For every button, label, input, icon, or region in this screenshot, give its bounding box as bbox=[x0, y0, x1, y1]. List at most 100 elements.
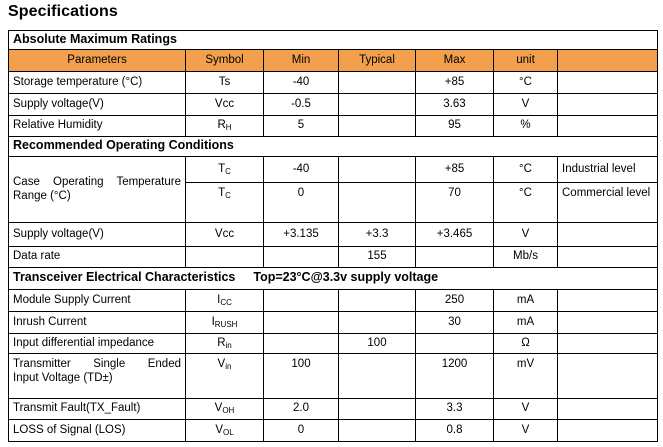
column-header-notes bbox=[557, 48, 658, 72]
typical-cell: 100 bbox=[338, 332, 416, 354]
param-cell: Transmitter Single Ended Input Voltage (… bbox=[8, 352, 186, 399]
unit-cell: Ω bbox=[493, 332, 558, 354]
symbol-subscript: in bbox=[225, 361, 232, 371]
symbol-base: V bbox=[217, 357, 226, 370]
column-header-parameters: Parameters bbox=[8, 48, 186, 72]
unit-cell: mV bbox=[493, 352, 558, 399]
symbol-subscript: OL bbox=[223, 427, 234, 437]
symbol-cell: Rin bbox=[185, 332, 264, 354]
param-cell: Module Supply Current bbox=[8, 288, 186, 312]
typical-cell bbox=[338, 155, 416, 183]
note-cell bbox=[557, 245, 658, 268]
min-cell bbox=[263, 245, 339, 268]
section-row-absolute-maximum-ratings: Absolute Maximum Ratings bbox=[8, 30, 658, 50]
symbol-cell: VOH bbox=[185, 397, 264, 420]
table-row-transmit-fault: Transmit Fault(TX_Fault) VOH 2.0 3.3 V bbox=[8, 397, 658, 420]
note-cell bbox=[557, 397, 658, 420]
typical-cell: +3.3 bbox=[338, 221, 416, 247]
param-line-2: Input Voltage (TD±) bbox=[13, 372, 113, 384]
typical-cell: 155 bbox=[338, 245, 416, 268]
symbol-cell: TC bbox=[185, 155, 264, 183]
param-cell: Relative Humidity bbox=[8, 114, 186, 137]
note-cell bbox=[557, 418, 658, 442]
symbol-cell: ICC bbox=[185, 288, 264, 312]
note-cell bbox=[557, 352, 658, 399]
param-cell: Input differential impedance bbox=[8, 332, 186, 354]
symbol-base: Vcc bbox=[214, 227, 235, 240]
note-cell bbox=[557, 70, 658, 94]
section-subtitle: Top=23°C@3.3v supply voltage bbox=[253, 270, 439, 285]
column-header-max: Max bbox=[415, 48, 494, 72]
symbol-base: I bbox=[217, 293, 221, 306]
table-row-supply-voltage-rec: Supply voltage(V) Vcc +3.135 +3.3 +3.465… bbox=[8, 221, 658, 247]
param-cell: Supply voltage(V) bbox=[8, 92, 186, 116]
min-cell: 2.0 bbox=[263, 397, 339, 420]
symbol-cell: TC bbox=[185, 181, 264, 223]
table-row-storage-temperature: Storage temperature (°C) Ts -40 +85 °C bbox=[8, 70, 658, 94]
symbol-subscript: OH bbox=[222, 406, 235, 416]
param-line-2: Range (°C) bbox=[13, 190, 71, 203]
note-cell bbox=[557, 221, 658, 247]
symbol-cell: VOL bbox=[185, 418, 264, 442]
typical-cell bbox=[338, 288, 416, 312]
table-row-case-temperature-industrial: Case Operating Temperature Range (°C) TC… bbox=[8, 155, 658, 223]
min-cell: -40 bbox=[263, 70, 339, 94]
symbol-base: Ts bbox=[218, 75, 231, 88]
max-cell bbox=[415, 332, 494, 354]
column-header-min: Min bbox=[263, 48, 339, 72]
symbol-subscript: H bbox=[225, 123, 232, 133]
typical-cell bbox=[338, 397, 416, 420]
max-cell: 3.63 bbox=[415, 92, 494, 116]
param-cell: Transmit Fault(TX_Fault) bbox=[8, 397, 186, 420]
table-row-module-supply-current: Module Supply Current ICC 250 mA bbox=[8, 288, 658, 312]
page-title: Specifications bbox=[8, 3, 118, 20]
section-title: Absolute Maximum Ratings bbox=[8, 30, 658, 50]
min-cell bbox=[263, 332, 339, 354]
symbol-subscript: CC bbox=[220, 297, 232, 307]
section-row-recommended-operating-conditions: Recommended Operating Conditions bbox=[8, 135, 658, 157]
max-cell: 70 bbox=[415, 181, 494, 223]
symbol-cell bbox=[185, 245, 264, 268]
symbol-base: R bbox=[217, 336, 226, 349]
symbol-base: V bbox=[215, 423, 223, 436]
typical-cell bbox=[338, 92, 416, 116]
max-cell bbox=[415, 245, 494, 268]
unit-cell: mA bbox=[493, 310, 558, 334]
unit-cell: Mb/s bbox=[493, 245, 558, 268]
min-cell: 0 bbox=[263, 418, 339, 442]
specifications-table: Absolute Maximum Ratings Parameters Symb… bbox=[8, 30, 658, 442]
param-cell: Case Operating Temperature Range (°C) bbox=[8, 155, 186, 223]
symbol-cell: Vcc bbox=[185, 221, 264, 247]
min-cell: 100 bbox=[263, 352, 339, 399]
symbol-cell: Ts bbox=[185, 70, 264, 94]
param-line-1: Transmitter Single Ended bbox=[13, 357, 181, 370]
max-cell: +3.465 bbox=[415, 221, 494, 247]
symbol-base: Vcc bbox=[214, 97, 235, 110]
table-row-supply-voltage-abs: Supply voltage(V) Vcc -0.5 3.63 V bbox=[8, 92, 658, 116]
typical-cell bbox=[338, 114, 416, 137]
symbol-cell: Vin bbox=[185, 352, 264, 399]
unit-cell: mA bbox=[493, 288, 558, 312]
column-header-unit: unit bbox=[493, 48, 558, 72]
note-cell bbox=[557, 310, 658, 334]
unit-cell: °C bbox=[493, 155, 558, 183]
min-cell bbox=[263, 288, 339, 312]
max-cell: 30 bbox=[415, 310, 494, 334]
note-cell bbox=[557, 332, 658, 354]
symbol-subscript: RUSH bbox=[214, 319, 238, 329]
table-row-loss-of-signal: LOSS of Signal (LOS) VOL 0 0.8 V bbox=[8, 418, 658, 442]
table-row-case-temperature-commercial: TC 0 70 °C Commercial level bbox=[9, 181, 658, 223]
min-cell: 5 bbox=[263, 114, 339, 137]
section-row-transceiver-electrical-characteristics: Transceiver Electrical Characteristics To… bbox=[8, 266, 658, 290]
column-header-row: Parameters Symbol Min Typical Max unit bbox=[8, 48, 658, 72]
column-header-typical: Typical bbox=[338, 48, 416, 72]
max-cell: 1200 bbox=[415, 352, 494, 399]
param-line-1: Case Operating Temperature bbox=[13, 175, 181, 188]
note-cell: Commercial level bbox=[557, 181, 658, 223]
symbol-cell: RH bbox=[185, 114, 264, 137]
min-cell: 0 bbox=[263, 181, 339, 223]
min-cell bbox=[263, 310, 339, 334]
note-cell bbox=[557, 288, 658, 312]
unit-cell: V bbox=[493, 92, 558, 116]
max-cell: 95 bbox=[415, 114, 494, 137]
